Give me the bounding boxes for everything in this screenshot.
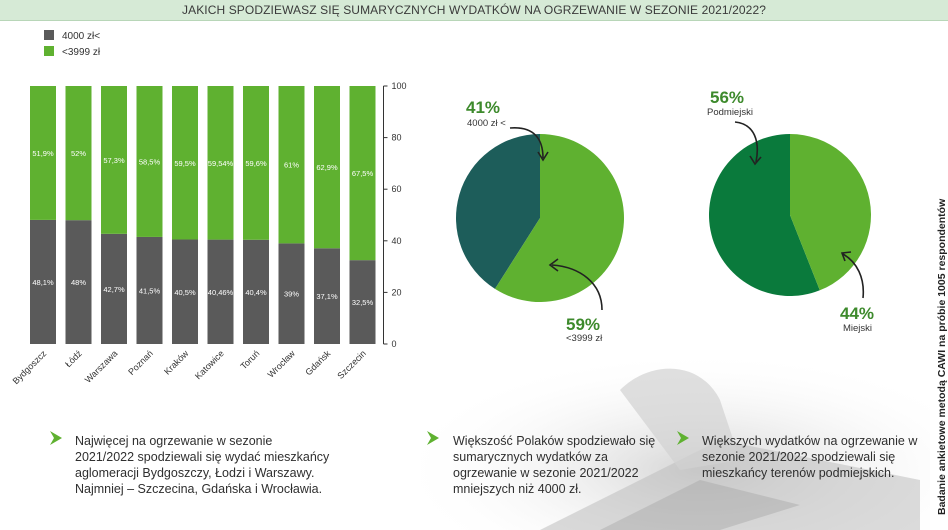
pie1-slice-1 xyxy=(494,134,624,302)
bar-green-0 xyxy=(30,86,56,220)
legend-label-green: <3999 zł xyxy=(62,47,101,58)
legend-label-dark: 4000 zł< xyxy=(62,31,101,42)
y-tick-label-3: 60 xyxy=(392,184,402,194)
note2-chevron-icon xyxy=(427,431,439,445)
bar-green-label-8: 62,9% xyxy=(316,163,338,172)
bar-dark-5 xyxy=(207,239,234,344)
pie-chart-national xyxy=(455,134,624,302)
pie1-arrow-top xyxy=(509,127,549,162)
x-tick-label-1: Łódź xyxy=(63,348,84,369)
bar-green-label-9: 67,5% xyxy=(352,169,374,178)
x-tick-label-3: Poznań xyxy=(126,348,155,377)
bar-dark-2 xyxy=(101,233,127,344)
pie1-green-label: <3999 zł xyxy=(566,333,603,344)
bar-dark-4 xyxy=(172,239,198,344)
pie1-slice-0 xyxy=(455,134,540,289)
y-tick-label-4: 80 xyxy=(392,133,402,143)
x-tick-label-8: Gdańsk xyxy=(303,348,332,377)
pie1-dark-label: 4000 zł < xyxy=(467,118,506,129)
bar-green-9 xyxy=(349,86,376,261)
stacked-bar-chart: 51,9% 48,1% Bydgoszcz 52% 48% Łódź 57,3% 42,7% W… xyxy=(11,81,407,386)
pie2-green-pct: 44% xyxy=(840,304,875,323)
bar-dark-label-5: 40,46% xyxy=(208,288,234,297)
bar-dark-label-4: 40,5% xyxy=(174,288,196,297)
bar-dark-label-2: 42,7% xyxy=(103,285,125,294)
page-title: JAKICH SPODZIEWASZ SIĘ SUMARYCZNYCH WYDA… xyxy=(181,3,766,17)
bar-green-2 xyxy=(101,86,127,234)
bar-dark-label-1: 48% xyxy=(71,278,86,287)
note-suburban: Większych wydatków na ogrzewanie w sezon… xyxy=(702,434,918,480)
bar-dark-label-7: 39% xyxy=(284,290,299,299)
bar-dark-1 xyxy=(65,220,92,344)
pie2-dark-pct: 56% xyxy=(710,88,745,107)
bar-green-1 xyxy=(65,86,92,221)
bar-dark-9 xyxy=(349,260,376,344)
y-tick-label-0: 0 xyxy=(392,339,397,349)
bar-green-label-0: 51,9% xyxy=(32,149,54,158)
bar-green-label-1: 52% xyxy=(71,149,86,158)
bar-dark-6 xyxy=(243,239,269,344)
x-tick-label-9: Szczecin xyxy=(335,348,368,381)
bar-dark-0 xyxy=(30,219,56,344)
legend-swatch-green xyxy=(44,46,54,56)
y-tick-label-2: 40 xyxy=(392,236,402,246)
x-tick-label-2: Warszawa xyxy=(83,348,120,385)
note1-chevron-icon xyxy=(50,431,62,445)
methodology-note: Badanie ankietowe metodą CAWI na próbie … xyxy=(936,198,948,515)
background-photo xyxy=(420,330,930,530)
legend-swatch-dark xyxy=(44,30,54,40)
bar-dark-3 xyxy=(136,236,163,344)
x-tick-label-7: Wrocław xyxy=(266,348,298,380)
y-tick-label-5: 100 xyxy=(392,81,407,91)
pie2-green-label: Miejski xyxy=(843,323,873,334)
x-tick-label-6: Toruń xyxy=(238,348,261,371)
bar-dark-label-0: 48,1% xyxy=(32,278,54,287)
bar-dark-label-9: 32,5% xyxy=(352,298,374,307)
bar-green-label-4: 59,5% xyxy=(174,159,196,168)
legend-item-green: <3999 zł xyxy=(44,46,100,58)
pie1-green-pct: 59% xyxy=(566,315,601,334)
bar-green-6 xyxy=(243,86,269,240)
pie2-arrow-bottom xyxy=(840,251,865,299)
header-bar: JAKICH SPODZIEWASZ SIĘ SUMARYCZNYCH WYDA… xyxy=(0,0,948,21)
note3-chevron-icon xyxy=(677,431,689,445)
x-tick-label-5: Katowice xyxy=(193,348,226,381)
bar-green-label-2: 57,3% xyxy=(103,156,125,165)
bar-dark-label-3: 41,5% xyxy=(139,286,161,295)
bar-dark-7 xyxy=(278,243,305,344)
pie2-arrow-top xyxy=(734,121,762,166)
legend-item-dark: 4000 zł< xyxy=(44,30,100,42)
bar-green-7 xyxy=(278,86,305,244)
bar-green-5 xyxy=(207,86,234,240)
bar-green-4 xyxy=(172,86,198,240)
bar-green-label-5: 59,54% xyxy=(208,159,234,168)
pie1-arrow-bottom xyxy=(548,258,603,311)
note-national: Większość Polaków spodziewało się sumary… xyxy=(453,434,656,496)
bar-green-8 xyxy=(314,86,340,249)
x-tick-label-0: Bydgoszcz xyxy=(11,348,49,386)
bar-dark-8 xyxy=(314,248,340,344)
y-tick-label-1: 20 xyxy=(392,287,402,297)
pie2-dark-label: Podmiejski xyxy=(707,107,753,118)
bar-green-3 xyxy=(136,86,163,237)
bar-green-label-6: 59,6% xyxy=(245,159,267,168)
note-cities: Najwięcej na ogrzewanie w sezonie 2021/2… xyxy=(75,434,330,496)
x-tick-label-4: Kraków xyxy=(162,348,191,377)
pie1-dark-pct: 41% xyxy=(466,98,501,117)
bar-dark-label-6: 40,4% xyxy=(245,288,267,297)
pie2-slice-0 xyxy=(709,134,820,296)
bar-green-label-7: 61% xyxy=(284,161,299,170)
bar-green-label-3: 58,5% xyxy=(139,157,161,166)
bar-dark-label-8: 37,1% xyxy=(316,292,338,301)
